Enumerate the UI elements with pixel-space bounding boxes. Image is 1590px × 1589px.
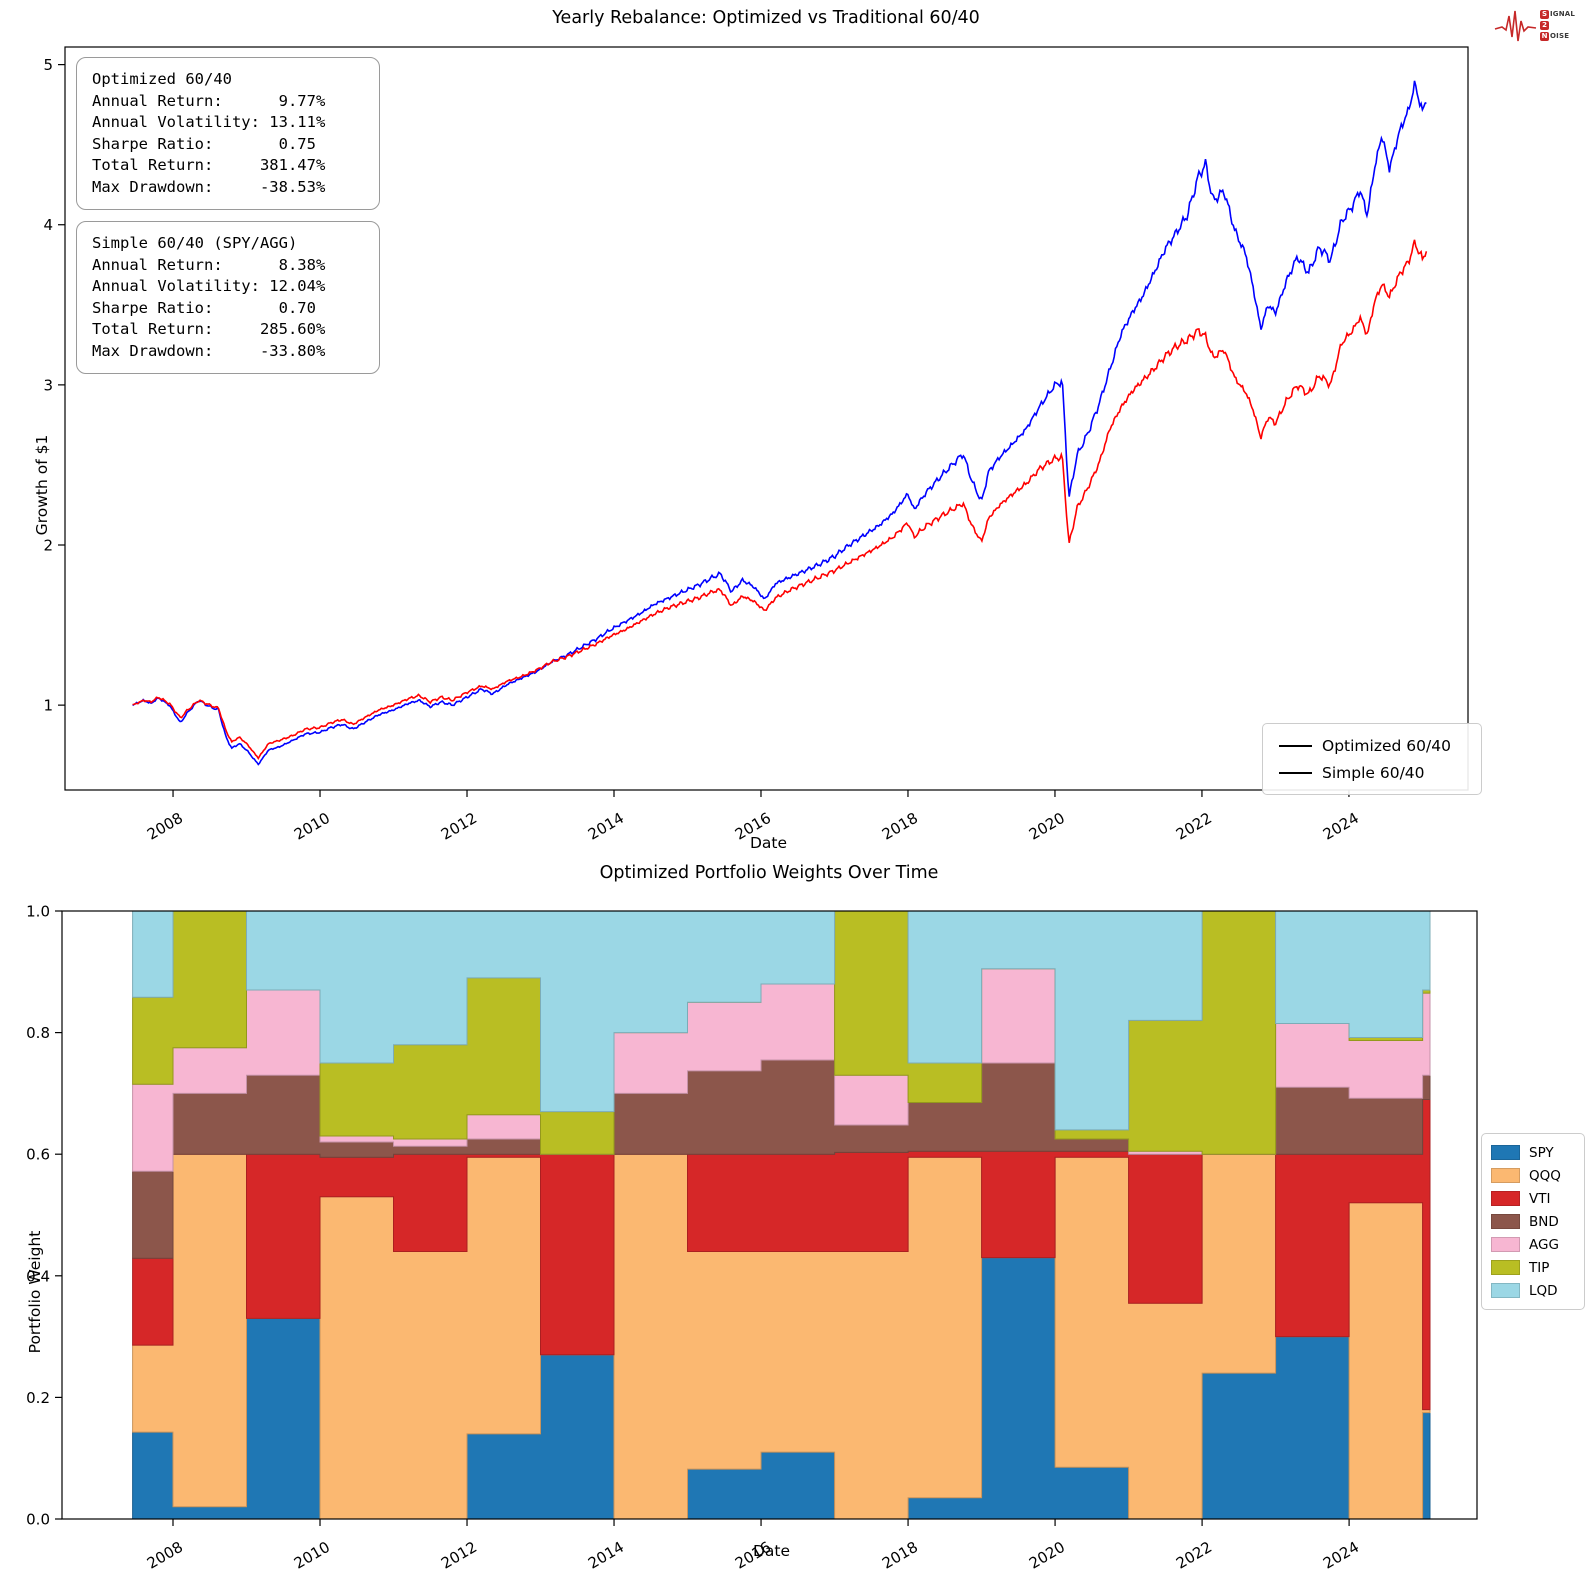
top-chart-title: Yearly Rebalance: Optimized vs Tradition… bbox=[552, 8, 980, 28]
logo-text: S IGNAL 2 N OISE bbox=[1540, 9, 1575, 42]
legend-swatch bbox=[1491, 1237, 1520, 1252]
x-tick-label: 2024 bbox=[1320, 1538, 1362, 1573]
y-tick-label: 5 bbox=[43, 56, 53, 74]
stats-line: Sharpe Ratio: 0.75 bbox=[92, 134, 316, 153]
y-tick-label: 3 bbox=[43, 376, 53, 394]
legend-label: LQD bbox=[1529, 1282, 1558, 1299]
bottom-chart-ylabel: Portfolio Weight bbox=[26, 1230, 44, 1354]
legend-line-swatch bbox=[1279, 771, 1312, 774]
stats-line: Annual Volatility: 13.11% bbox=[92, 113, 326, 131]
x-tick-label: 2018 bbox=[879, 1538, 921, 1573]
y-tick-label: 0.8 bbox=[26, 1024, 50, 1042]
x-tick-label: 2018 bbox=[879, 809, 921, 844]
top-chart-ylabel: Growth of $1 bbox=[33, 434, 51, 536]
stats-line: Max Drawdown: -33.80% bbox=[92, 341, 326, 360]
legend-label: SPY bbox=[1529, 1144, 1554, 1161]
x-tick-label: 2012 bbox=[438, 809, 480, 844]
y-tick-label: 0.2 bbox=[26, 1389, 50, 1407]
legend-item-lqd: LQD bbox=[1491, 1279, 1575, 1302]
y-tick-label: 1 bbox=[43, 697, 53, 715]
y-tick-label: 1.0 bbox=[26, 903, 50, 921]
stats-line: Total Return: 381.47% bbox=[92, 156, 326, 174]
stats-line: Max Drawdown: -38.53% bbox=[92, 177, 326, 196]
legend-item-simple: Simple 60/40 bbox=[1273, 759, 1471, 786]
y-tick-label: 4 bbox=[43, 216, 53, 234]
legend-label: VTI bbox=[1529, 1190, 1551, 1207]
signal2noise-logo: S IGNAL 2 N OISE bbox=[1494, 3, 1575, 47]
x-tick-label: 2008 bbox=[144, 809, 186, 844]
logo-badge-2: 2 bbox=[1540, 20, 1549, 30]
legend-label: Optimized 60/40 bbox=[1322, 736, 1451, 755]
stats-line: Total Return: 285.60% bbox=[92, 320, 326, 338]
x-tick-label: 2024 bbox=[1320, 809, 1362, 844]
legend-item-bnd: BND bbox=[1491, 1210, 1575, 1233]
x-tick-label: 2014 bbox=[585, 1538, 627, 1573]
legend-item-spy: SPY bbox=[1491, 1141, 1575, 1164]
bottom-plot-frame bbox=[61, 910, 1478, 1520]
top-chart-xlabel: Date bbox=[750, 834, 788, 852]
legend-label: Simple 60/40 bbox=[1322, 763, 1425, 782]
legend-item-tip: TIP bbox=[1491, 1256, 1575, 1279]
x-tick-label: 2020 bbox=[1026, 809, 1068, 844]
x-tick-label: 2014 bbox=[585, 809, 627, 844]
bottom-chart-title: Optimized Portfolio Weights Over Time bbox=[599, 863, 939, 883]
logo-word-noise: OISE bbox=[1550, 32, 1570, 40]
legend-item-vti: VTI bbox=[1491, 1187, 1575, 1210]
top-chart-legend: Optimized 60/40 Simple 60/40 bbox=[1262, 723, 1482, 795]
x-tick-label: 2010 bbox=[291, 1538, 333, 1573]
legend-item-agg: AGG bbox=[1491, 1233, 1575, 1256]
y-tick-label: 0.4 bbox=[26, 1267, 50, 1285]
legend-swatch bbox=[1491, 1191, 1520, 1206]
legend-item-optimized: Optimized 60/40 bbox=[1273, 732, 1471, 759]
y-tick-label: 0.0 bbox=[26, 1511, 50, 1529]
x-tick-label: 2012 bbox=[438, 1538, 480, 1573]
legend-item-qqq: QQQ bbox=[1491, 1164, 1575, 1187]
line-optimized bbox=[132, 80, 1427, 766]
legend-label: AGG bbox=[1529, 1236, 1559, 1253]
line-simple bbox=[132, 239, 1428, 760]
y-tick-label: 0.6 bbox=[26, 1146, 50, 1164]
x-tick-label: 2010 bbox=[291, 809, 333, 844]
legend-swatch bbox=[1491, 1283, 1520, 1298]
x-tick-label: 2022 bbox=[1173, 809, 1215, 844]
logo-word-signal: IGNAL bbox=[1550, 10, 1576, 18]
stats-line: Annual Return: 8.38% bbox=[92, 255, 326, 274]
waveform-icon bbox=[1494, 10, 1537, 42]
legend-swatch bbox=[1491, 1260, 1520, 1275]
legend-label: BND bbox=[1529, 1213, 1559, 1230]
top-plot-frame bbox=[64, 46, 1469, 791]
stats-line: Optimized 60/40 bbox=[92, 70, 232, 88]
x-tick-label: 2020 bbox=[1026, 1538, 1068, 1573]
bottom-chart-xlabel: Date bbox=[753, 1542, 791, 1560]
bottom-chart-legend: SPY QQQ VTI BND AGG TIP LQD bbox=[1481, 1133, 1585, 1310]
stats-box-optimized: Optimized 60/40 Annual Return: 9.77% Ann… bbox=[76, 57, 380, 210]
stats-line: Annual Return: 9.77% bbox=[92, 91, 326, 110]
stats-line: Simple 60/40 (SPY/AGG) bbox=[92, 234, 298, 252]
x-tick-label: 2008 bbox=[144, 1538, 186, 1573]
stats-line: Annual Volatility: 12.04% bbox=[92, 277, 326, 295]
logo-badge-s: S bbox=[1540, 9, 1549, 19]
legend-line-swatch bbox=[1279, 744, 1312, 747]
x-tick-label: 2022 bbox=[1173, 1538, 1215, 1573]
legend-swatch bbox=[1491, 1168, 1520, 1183]
legend-label: QQQ bbox=[1529, 1167, 1561, 1184]
y-tick-label: 2 bbox=[43, 537, 53, 555]
stats-line: Sharpe Ratio: 0.70 bbox=[92, 298, 316, 317]
legend-label: TIP bbox=[1529, 1259, 1550, 1276]
stats-box-simple: Simple 60/40 (SPY/AGG) Annual Return: 8.… bbox=[76, 221, 380, 374]
legend-swatch bbox=[1491, 1214, 1520, 1229]
logo-badge-n: N bbox=[1540, 31, 1549, 41]
legend-swatch bbox=[1491, 1145, 1520, 1160]
